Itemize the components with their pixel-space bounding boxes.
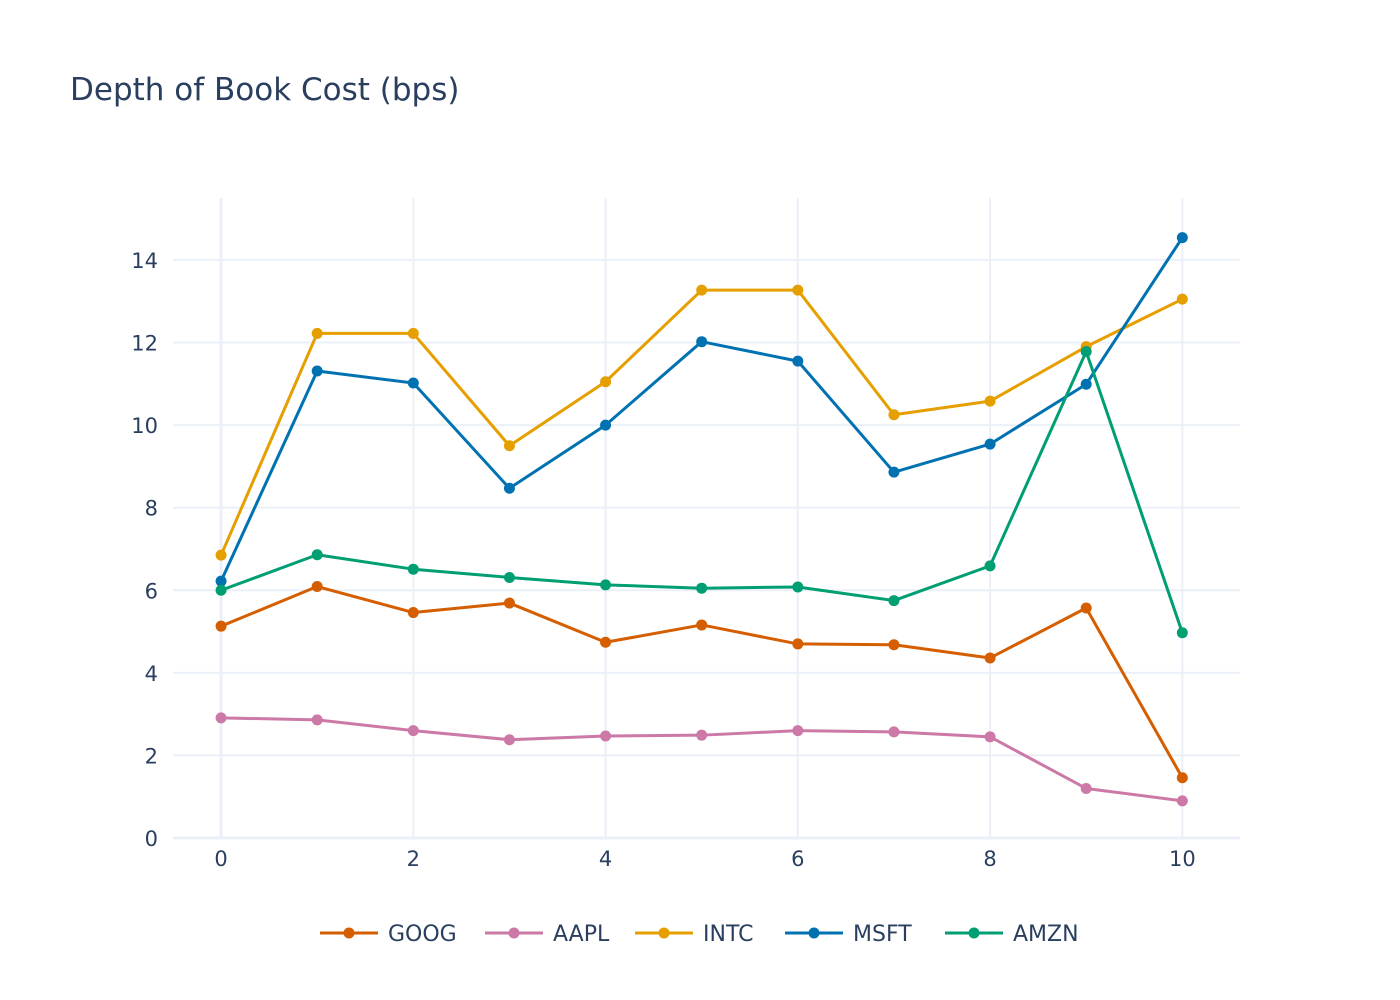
data-point[interactable] <box>888 726 900 738</box>
data-point[interactable] <box>696 619 708 631</box>
y-tick-label: 0 <box>145 827 158 851</box>
y-tick-label: 14 <box>131 249 158 273</box>
data-point[interactable] <box>984 731 996 743</box>
data-point[interactable] <box>792 355 804 367</box>
data-point[interactable] <box>1176 627 1188 639</box>
data-point[interactable] <box>984 438 996 450</box>
x-tick-label: 0 <box>214 847 227 871</box>
data-point[interactable] <box>792 725 804 737</box>
data-point[interactable] <box>407 725 419 737</box>
legend-swatch-marker <box>658 927 670 939</box>
legend-item-amzn[interactable]: AMZN <box>945 922 1079 947</box>
x-axis-ticks: 0 2 4 6 8 10 <box>214 847 1195 871</box>
data-point[interactable] <box>1176 795 1188 807</box>
data-point[interactable] <box>984 395 996 407</box>
legend-label: AAPL <box>553 922 610 947</box>
data-point[interactable] <box>792 581 804 593</box>
series-aapl <box>215 712 1188 807</box>
series-goog <box>215 581 1188 784</box>
data-point[interactable] <box>1176 772 1188 784</box>
legend-label: INTC <box>703 922 753 947</box>
data-point[interactable] <box>215 712 227 724</box>
data-point[interactable] <box>1080 378 1092 390</box>
legend-swatch-marker <box>968 927 980 939</box>
x-tick-label: 6 <box>791 847 804 871</box>
data-point[interactable] <box>215 575 227 587</box>
data-point[interactable] <box>503 734 515 746</box>
data-point[interactable] <box>407 327 419 339</box>
data-point[interactable] <box>696 729 708 741</box>
legend-label: MSFT <box>853 922 912 947</box>
legend-item-goog[interactable]: GOOG <box>320 922 457 947</box>
data-point[interactable] <box>311 714 323 726</box>
series-group <box>215 232 1188 807</box>
legend[interactable]: GOOG AAPL INTC MSFT AMZN <box>320 922 1079 947</box>
series-msft <box>215 232 1188 587</box>
data-point[interactable] <box>407 377 419 389</box>
data-point[interactable] <box>215 549 227 561</box>
data-point[interactable] <box>503 571 515 583</box>
data-point[interactable] <box>792 284 804 296</box>
y-tick-label: 8 <box>145 497 158 521</box>
data-point[interactable] <box>888 639 900 651</box>
data-point[interactable] <box>311 581 323 593</box>
data-point[interactable] <box>696 336 708 348</box>
x-tick-label: 8 <box>983 847 996 871</box>
data-point[interactable] <box>600 636 612 648</box>
legend-swatch-marker <box>508 927 520 939</box>
legend-label: GOOG <box>388 922 457 947</box>
data-point[interactable] <box>215 584 227 596</box>
legend-swatch-marker <box>343 927 355 939</box>
legend-item-intc[interactable]: INTC <box>635 922 753 947</box>
y-tick-label: 10 <box>131 414 158 438</box>
data-point[interactable] <box>311 549 323 561</box>
legend-item-msft[interactable]: MSFT <box>785 922 912 947</box>
chart-title: Depth of Book Cost (bps) <box>70 72 459 108</box>
y-tick-label: 6 <box>145 579 158 603</box>
data-point[interactable] <box>984 560 996 572</box>
series-intc <box>215 284 1188 561</box>
data-point[interactable] <box>888 595 900 607</box>
y-axis-ticks: 0 2 4 6 8 10 12 14 <box>131 249 158 851</box>
data-point[interactable] <box>1176 232 1188 244</box>
y-tick-label: 12 <box>131 332 158 356</box>
x-tick-label: 4 <box>599 847 612 871</box>
data-point[interactable] <box>503 440 515 452</box>
data-point[interactable] <box>1080 602 1092 614</box>
data-point[interactable] <box>792 638 804 650</box>
data-point[interactable] <box>1080 346 1092 358</box>
legend-label: AMZN <box>1013 922 1079 947</box>
data-point[interactable] <box>600 376 612 388</box>
legend-swatch-marker <box>808 927 820 939</box>
data-point[interactable] <box>407 607 419 619</box>
data-point[interactable] <box>407 563 419 575</box>
data-point[interactable] <box>311 327 323 339</box>
series-amzn <box>215 346 1188 639</box>
data-point[interactable] <box>503 597 515 609</box>
data-point[interactable] <box>215 620 227 632</box>
data-point[interactable] <box>503 482 515 494</box>
data-point[interactable] <box>696 284 708 296</box>
data-point[interactable] <box>600 419 612 431</box>
y-tick-label: 4 <box>145 662 158 686</box>
data-point[interactable] <box>984 652 996 664</box>
y-tick-label: 2 <box>145 744 158 768</box>
data-point[interactable] <box>888 409 900 421</box>
data-point[interactable] <box>311 365 323 377</box>
data-point[interactable] <box>696 582 708 594</box>
legend-item-aapl[interactable]: AAPL <box>485 922 610 947</box>
data-point[interactable] <box>1176 293 1188 305</box>
data-point[interactable] <box>1080 782 1092 794</box>
data-point[interactable] <box>600 579 612 591</box>
data-point[interactable] <box>888 466 900 478</box>
x-tick-label: 2 <box>407 847 420 871</box>
data-point[interactable] <box>600 730 612 742</box>
x-tick-label: 10 <box>1169 847 1196 871</box>
